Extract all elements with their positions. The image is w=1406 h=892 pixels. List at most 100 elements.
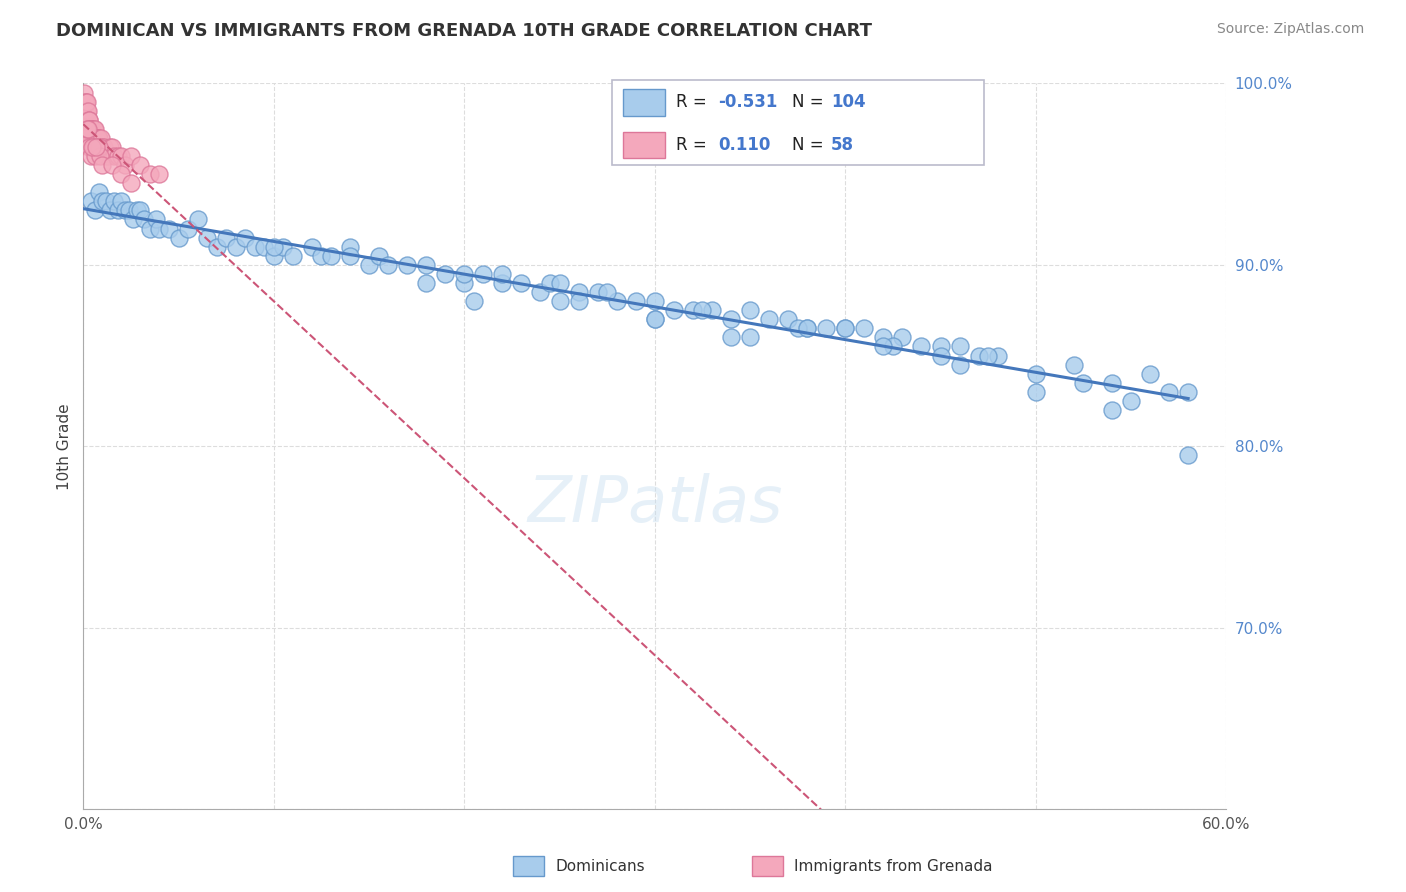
Text: Dominicans: Dominicans xyxy=(555,859,645,873)
Point xyxy=(662,303,685,318)
Point xyxy=(586,285,609,299)
Point xyxy=(205,240,228,254)
Point xyxy=(596,285,619,299)
Point xyxy=(120,149,142,163)
Point xyxy=(253,240,276,254)
Point xyxy=(91,194,114,209)
Point xyxy=(1101,376,1123,390)
Point xyxy=(103,149,125,163)
Point xyxy=(548,294,571,309)
Point xyxy=(357,258,380,272)
Point xyxy=(94,149,117,163)
Point xyxy=(700,303,723,318)
Text: ZIPatlas: ZIPatlas xyxy=(527,474,783,535)
Point xyxy=(1139,367,1161,381)
Point xyxy=(87,140,110,154)
Point xyxy=(75,95,97,109)
Point xyxy=(1063,358,1085,372)
Point xyxy=(606,294,628,309)
Point xyxy=(79,121,101,136)
Point xyxy=(396,258,419,272)
Point xyxy=(624,294,647,309)
Y-axis label: 10th Grade: 10th Grade xyxy=(58,403,72,490)
Point xyxy=(271,240,294,254)
Point xyxy=(510,276,533,290)
Point xyxy=(86,140,108,154)
Point xyxy=(778,312,800,326)
Point xyxy=(815,321,838,335)
Point xyxy=(145,212,167,227)
Point xyxy=(644,312,666,326)
Point xyxy=(79,112,101,127)
Point xyxy=(91,158,114,172)
Point xyxy=(77,112,100,127)
Point xyxy=(98,203,121,218)
Point xyxy=(87,140,110,154)
Point xyxy=(118,203,141,218)
Point xyxy=(929,349,952,363)
Point xyxy=(1101,403,1123,417)
Point xyxy=(891,330,914,344)
Point xyxy=(93,140,115,154)
Point xyxy=(139,167,162,181)
Point xyxy=(167,230,190,244)
Point xyxy=(415,276,437,290)
Point xyxy=(853,321,876,335)
Point xyxy=(872,339,894,353)
Point xyxy=(796,321,818,335)
Point xyxy=(453,276,475,290)
Point xyxy=(83,121,105,136)
Point xyxy=(97,149,120,163)
Point xyxy=(86,131,108,145)
Point xyxy=(75,103,97,118)
Point xyxy=(929,339,952,353)
Point xyxy=(1177,448,1199,462)
Point xyxy=(434,267,457,281)
Text: 58: 58 xyxy=(831,136,853,153)
Point xyxy=(472,267,495,281)
Point xyxy=(82,131,104,145)
Point xyxy=(882,339,904,353)
Point xyxy=(967,349,990,363)
Point xyxy=(538,276,561,290)
Point xyxy=(529,285,551,299)
Point xyxy=(948,358,970,372)
Point xyxy=(84,131,107,145)
Point xyxy=(263,240,285,254)
Point xyxy=(568,285,591,299)
Point xyxy=(463,294,485,309)
Point xyxy=(281,249,304,263)
Point xyxy=(157,221,180,235)
Point xyxy=(319,249,342,263)
Point xyxy=(107,203,129,218)
Point xyxy=(644,294,666,309)
Point xyxy=(77,121,100,136)
Point xyxy=(948,339,970,353)
Point xyxy=(80,194,103,209)
Point xyxy=(101,158,124,172)
Point xyxy=(692,303,714,318)
Point xyxy=(233,230,256,244)
Point xyxy=(89,149,111,163)
Point xyxy=(215,230,238,244)
Point xyxy=(682,303,704,318)
Text: -0.531: -0.531 xyxy=(718,94,778,112)
Point xyxy=(77,103,100,118)
Point xyxy=(758,312,780,326)
Point xyxy=(84,140,107,154)
Point xyxy=(1073,376,1095,390)
Point xyxy=(1159,384,1181,399)
Point xyxy=(98,140,121,154)
Point xyxy=(89,131,111,145)
Text: Immigrants from Grenada: Immigrants from Grenada xyxy=(794,859,993,873)
Point xyxy=(87,186,110,200)
Point xyxy=(367,249,389,263)
Point xyxy=(101,140,124,154)
Point xyxy=(195,230,218,244)
Point xyxy=(75,112,97,127)
Point xyxy=(107,149,129,163)
Point xyxy=(311,249,333,263)
Point xyxy=(243,240,266,254)
Point xyxy=(148,167,170,181)
Point xyxy=(83,121,105,136)
